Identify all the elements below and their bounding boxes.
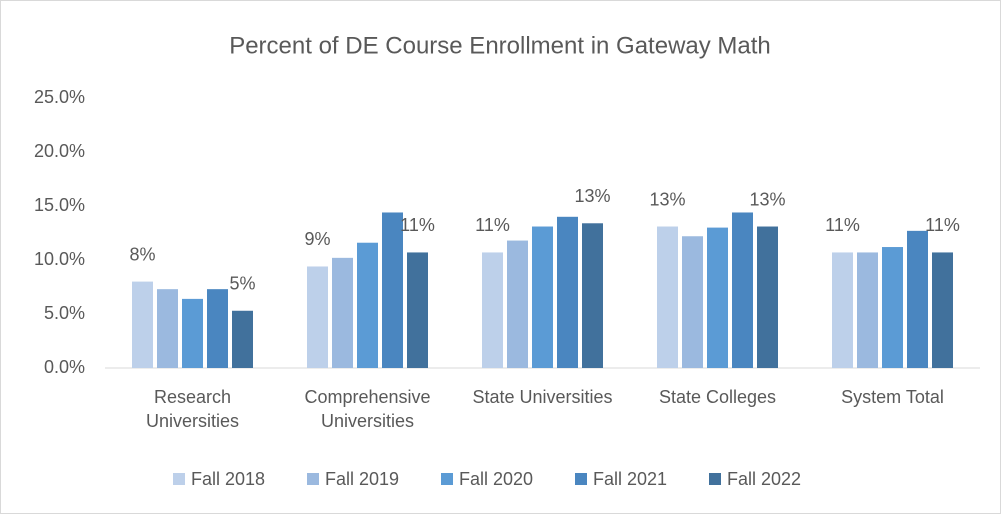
bar	[932, 252, 953, 368]
bar	[232, 310, 253, 368]
legend-swatch	[709, 473, 721, 485]
bar	[482, 252, 503, 368]
bar	[207, 289, 228, 368]
data-label: 13%	[749, 189, 785, 209]
y-tick-label: 25.0%	[34, 87, 85, 107]
bar	[832, 252, 853, 368]
x-tick-label: Comprehensive Universities	[304, 387, 431, 431]
bar	[357, 242, 378, 368]
bar	[507, 240, 528, 368]
bar	[657, 226, 678, 368]
y-tick-label: 15.0%	[34, 195, 85, 215]
x-tick-label: System Total	[841, 387, 944, 407]
bar	[707, 227, 728, 368]
legend-label: Fall 2018	[191, 469, 265, 489]
bar	[382, 212, 403, 368]
bar	[907, 230, 928, 368]
data-label: 11%	[475, 215, 510, 235]
legend-label: Fall 2021	[593, 469, 667, 489]
bar	[857, 252, 878, 368]
data-label: 13%	[649, 189, 685, 209]
bar	[682, 236, 703, 368]
y-tick-label: 5.0%	[44, 303, 85, 323]
data-label: 9%	[304, 229, 330, 249]
data-label: 11%	[825, 215, 860, 235]
bar	[582, 223, 603, 368]
data-label: 11%	[925, 215, 960, 235]
bar	[132, 281, 153, 368]
bar	[332, 257, 353, 368]
bar	[307, 266, 328, 368]
legend-swatch	[441, 473, 453, 485]
bar	[757, 226, 778, 368]
y-tick-label: 0.0%	[44, 357, 85, 377]
bar	[407, 252, 428, 368]
data-label: 11%	[400, 215, 435, 235]
bar	[532, 226, 553, 368]
x-tick-label: State Colleges	[658, 387, 777, 407]
legend-swatch	[307, 473, 319, 485]
legend-label: Fall 2019	[325, 469, 399, 489]
legend-swatch	[173, 473, 185, 485]
x-tick-label: State Universities	[472, 387, 613, 407]
bar	[882, 247, 903, 368]
bar	[157, 289, 178, 368]
legend-label: Fall 2022	[727, 469, 801, 489]
x-tick-label: Research Universities	[145, 387, 240, 431]
y-tick-label: 20.0%	[34, 141, 85, 161]
bar	[182, 298, 203, 368]
legend-swatch	[575, 473, 587, 485]
chart-title: Percent of DE Course Enrollment in Gatew…	[229, 32, 771, 59]
bar	[732, 212, 753, 368]
bar	[557, 216, 578, 368]
data-label: 5%	[229, 274, 255, 294]
data-label: 8%	[129, 244, 155, 264]
data-label: 13%	[574, 186, 610, 206]
y-tick-label: 10.0%	[34, 249, 85, 269]
legend-label: Fall 2020	[459, 469, 533, 489]
